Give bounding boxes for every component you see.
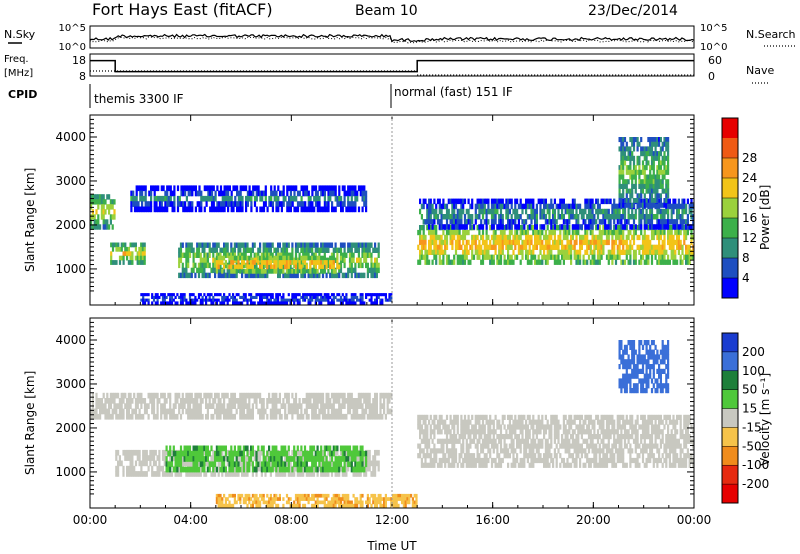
colorbar-tick-label: 15 (742, 402, 757, 416)
y-tick-label: 1000 (55, 262, 86, 276)
echo-region-7 (618, 137, 670, 208)
freq-label-line2: [MHz] (4, 68, 33, 79)
x-axis-label: Time UT (366, 539, 417, 553)
echo-region-8 (140, 293, 393, 305)
colorbar-swatch (722, 258, 738, 279)
y-tick-label: 2000 (55, 218, 86, 232)
velocity-colorbar: 200 100 50 15 -15 -50 -100 -200 (721, 332, 769, 504)
y-tick-label: 3000 (55, 174, 86, 188)
nave-label: Nave (746, 64, 774, 77)
x-tick-label: 16:00 (475, 513, 510, 527)
y-tick-label: 3000 (55, 377, 86, 391)
x-tick-label: 00:00 (677, 513, 712, 527)
echo-region-4 (618, 340, 670, 394)
nave-right-tick-bottom: 0 (708, 70, 715, 83)
cpid-label: CPID (8, 88, 37, 101)
colorbar-tick-label: 12 (742, 231, 757, 245)
colorbar-swatch (722, 389, 738, 410)
x-tick-label: 08:00 (274, 513, 309, 527)
colorbar-swatch (722, 408, 738, 428)
colorbar-tick-label: 100 (742, 364, 765, 378)
x-tick-label: 20:00 (576, 513, 611, 527)
colorbar-tick-label: -200 (742, 477, 769, 491)
colorbar-swatch (722, 218, 738, 239)
echo-region-4 (215, 255, 343, 274)
frequency-trace (90, 59, 694, 73)
colorbar-swatch (722, 278, 738, 299)
velocity-panel: 00:00 04:00 08:00 12:00 16:00 20:00 00:00 1000 2… (55, 317, 712, 527)
colorbar-swatch (722, 158, 738, 179)
echo-region-0 (90, 194, 116, 230)
colorbar-tick-label: 20 (742, 191, 757, 205)
colorbar-tick-label: 4 (742, 271, 750, 285)
y-tick-label: 1000 (55, 465, 86, 479)
beam-title: Beam 10 (355, 3, 418, 19)
y-tick-label: 4000 (55, 333, 86, 347)
noise-panel: 10^5 10^0 10^5 10^0 (59, 23, 728, 53)
date-title: 23/Dec/2014 (588, 3, 678, 19)
colorbar-tick-label: 28 (742, 151, 757, 165)
colorbar-swatch (722, 351, 738, 372)
colorbar-swatch (722, 484, 738, 504)
colorbar-tick-label: 200 (742, 345, 765, 359)
colorbar-swatch (722, 370, 738, 391)
noise-left-tick-bottom: 10^0 (59, 42, 86, 53)
nsearch-label: N.Search (746, 28, 796, 41)
y-tick-label: 4000 (55, 130, 86, 144)
colorbar-swatch (722, 446, 738, 466)
colorbar-swatch (722, 238, 738, 259)
power-y-axis-label: Slant Range [km] (23, 168, 37, 272)
echo-region-3 (417, 414, 695, 468)
frequency-panel: 18 8 60 0 (72, 53, 722, 83)
power-colorbar: 4 8 12 16 20 24 28 (721, 117, 757, 299)
x-tick-label: 12:00 (375, 513, 410, 527)
power-echoes (90, 137, 695, 305)
freq-left-tick-bottom: 8 (79, 70, 86, 83)
velocity-y-axis-label: Slant Range [km] (23, 371, 37, 475)
colorbar-tick-label: 24 (742, 171, 757, 185)
velocity-echoes (90, 340, 695, 508)
cpid-mode-2: normal (fast) 151 IF (394, 85, 513, 99)
colorbar-swatch (722, 138, 738, 159)
y-tick-label: 2000 (55, 421, 86, 435)
colorbar-tick-label: -50 (742, 439, 762, 453)
colorbar-swatch (722, 178, 738, 199)
power-colorbar-label: Power [dB] (758, 185, 772, 250)
colorbar-swatch (722, 465, 738, 485)
velocity-colorbar-label: Velocity [m s⁻¹] (758, 373, 772, 466)
noise-left-tick-top: 10^5 (59, 23, 86, 34)
echo-region-5 (417, 225, 695, 265)
nave-right-tick-top: 60 (708, 54, 722, 67)
noise-right-tick-bottom: 10^0 (700, 42, 727, 53)
station-title: Fort Hays East (fitACF) (92, 0, 273, 19)
echo-region-5 (215, 493, 418, 508)
nave-trace (90, 70, 694, 76)
colorbar-tick-label: 8 (742, 251, 750, 265)
echo-region-2 (165, 445, 368, 473)
colorbar-tick-label: -100 (742, 458, 769, 472)
noise-right-tick-top: 10^5 (700, 23, 727, 34)
echo-region-6 (419, 198, 695, 230)
nsky-label: N.Sky (4, 28, 36, 41)
freq-label-line1: Freq. (4, 54, 29, 65)
x-tick-label: 04:00 (173, 513, 208, 527)
colorbar-swatch (722, 118, 738, 139)
colorbar-swatch (722, 427, 738, 447)
colorbar-tick-label: -15 (742, 420, 762, 434)
colorbar-swatch (722, 333, 738, 353)
power-panel: 1000 2000 3000 4000 (55, 114, 695, 306)
freq-left-tick-top: 18 (72, 54, 86, 67)
echo-region-2 (130, 185, 368, 213)
cpid-mode-1: themis 3300 IF (94, 92, 184, 106)
colorbar-swatch (722, 198, 738, 219)
colorbar-tick-label: 16 (742, 211, 757, 225)
echo-region-0 (90, 392, 393, 420)
x-tick-label: 00:00 (73, 513, 108, 527)
echo-region-1 (110, 242, 146, 265)
colorbar-tick-label: 50 (742, 383, 757, 397)
